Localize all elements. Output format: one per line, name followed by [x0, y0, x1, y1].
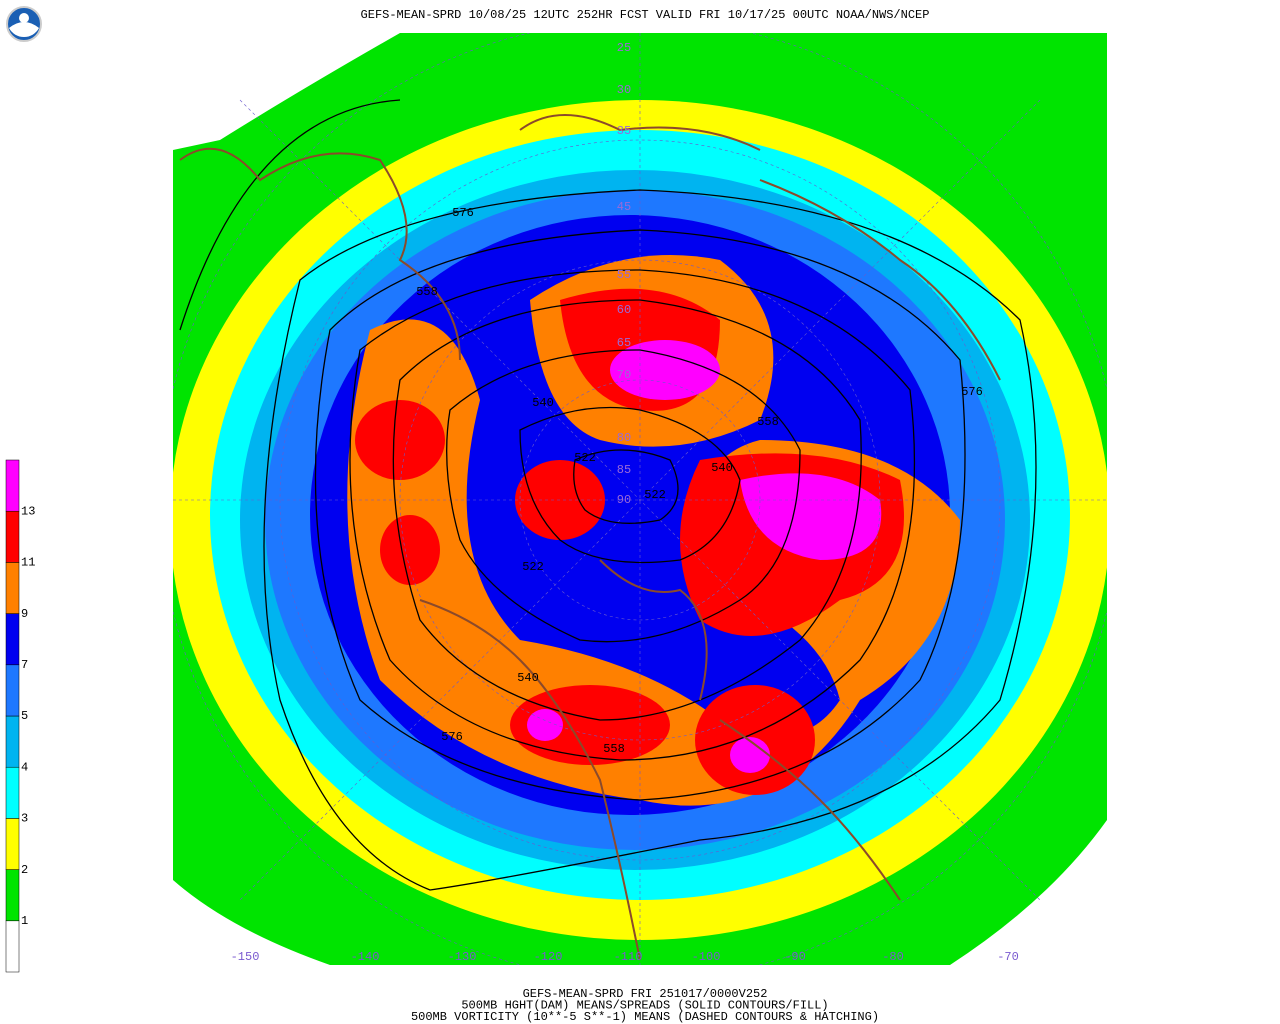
latitude-label: 65 [617, 336, 631, 350]
longitude-label: -70 [997, 950, 1019, 964]
colorbar-label: 2 [21, 863, 28, 877]
contour-label: 558 [757, 415, 779, 429]
footer: GEFS-MEAN-SPRD FRI 251017/0000V252500MB … [411, 987, 879, 1024]
colorbar-label: 1 [21, 914, 28, 928]
longitude-label: -150 [231, 950, 260, 964]
contour-label: 540 [517, 671, 539, 685]
latitude-label: 45 [617, 200, 631, 214]
latitude-label: 25 [617, 41, 631, 55]
colorbar-swatch [5, 766, 20, 819]
colorbar: 1 2 3 4 5 7 9 11 13 [5, 459, 35, 973]
contour-label: 540 [532, 396, 554, 410]
latitude-label: 90 [617, 493, 631, 507]
colorbar-label: 7 [21, 658, 28, 672]
longitude-label: -80 [882, 950, 904, 964]
map [173, 33, 1107, 965]
contour-label: 522 [574, 451, 596, 465]
contour-label: 558 [603, 742, 625, 756]
latitude-label: 70 [617, 368, 631, 382]
footer-line: GEFS-MEAN-SPRD FRI 251017/0000V252 [523, 987, 768, 1001]
colorbar-swatch [5, 869, 20, 922]
colorbar-label: 3 [21, 812, 28, 826]
colorbar-swatch [5, 920, 20, 973]
contour-label: 576 [441, 730, 463, 744]
map-labels: 25 30 35 45 55 60 65 70 80 85 90 -150 -140 -130 -120 -1… [231, 41, 1019, 964]
colorbar-swatch [5, 715, 20, 768]
colorbar-swatch [5, 562, 20, 614]
colorbar-swatch [5, 510, 20, 563]
contour-label: 522 [522, 560, 544, 574]
longitude-label: -110 [614, 950, 643, 964]
title: GEFS-MEAN-SPRD 10/08/25 12UTC 252HR FCST… [361, 8, 930, 22]
latitude-label: 35 [617, 124, 631, 138]
contour-label: 522 [644, 488, 666, 502]
longitude-label: -140 [351, 950, 380, 964]
colorbar-label: 9 [21, 607, 28, 621]
longitude-label: -100 [692, 950, 721, 964]
longitude-label: -130 [448, 950, 477, 964]
colorbar-label: 4 [21, 760, 28, 774]
contour-label: 558 [416, 285, 438, 299]
latitude-label: 60 [617, 303, 631, 317]
contour-label: 576 [961, 385, 983, 399]
colorbar-label: 11 [21, 556, 35, 570]
colorbar-swatch [5, 818, 20, 870]
latitude-label: 80 [617, 431, 631, 445]
latitude-label: 55 [617, 268, 631, 282]
longitude-label: -120 [534, 950, 563, 964]
footer-line: 500MB VORTICITY (10**-5 S**-1) MEANS (DA… [411, 1010, 879, 1024]
noaa-logo [6, 6, 42, 42]
contour-label: 576 [452, 206, 474, 220]
latitude-label: 85 [617, 463, 631, 477]
colorbar-label: 5 [21, 709, 28, 723]
footer-line: 500MB HGHT(DAM) MEANS/SPREADS (SOLID CON… [461, 999, 828, 1013]
colorbar-swatch [5, 613, 20, 666]
colorbar-swatch [5, 664, 20, 717]
colorbar-label: 13 [21, 504, 35, 518]
longitude-label: -90 [784, 950, 806, 964]
latitude-label: 30 [617, 83, 631, 97]
colorbar-swatch [5, 459, 20, 512]
contour-label: 540 [711, 461, 733, 475]
